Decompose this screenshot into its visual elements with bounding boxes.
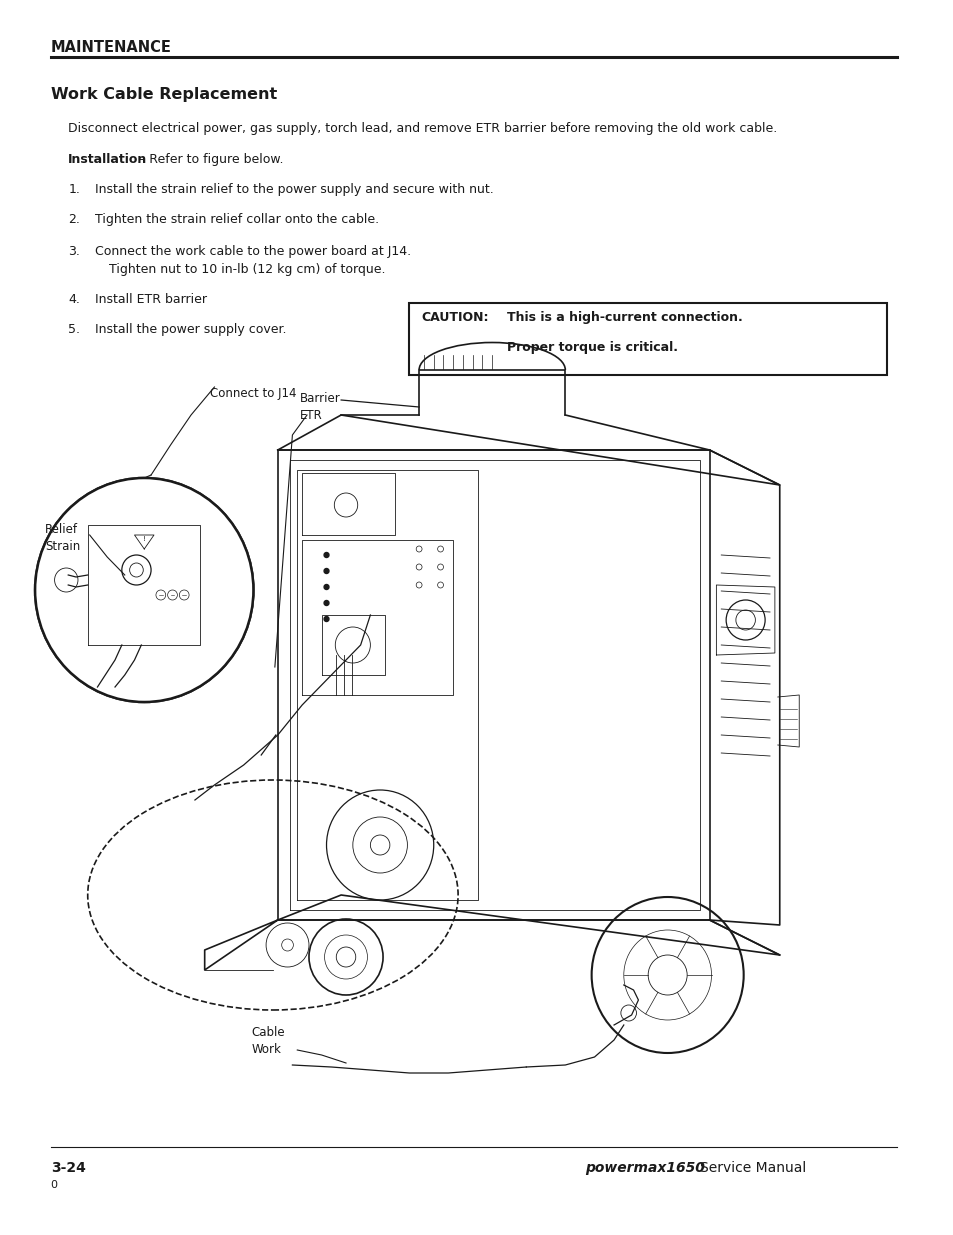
Text: Strain: Strain (45, 540, 80, 553)
Text: Install the power supply cover.: Install the power supply cover. (94, 324, 286, 336)
Text: 5.: 5. (69, 324, 80, 336)
Text: Proper torque is critical.: Proper torque is critical. (506, 341, 678, 354)
Text: Service Manual: Service Manual (700, 1161, 805, 1174)
Text: Connect to J14: Connect to J14 (210, 387, 295, 400)
Text: Install ETR barrier: Install ETR barrier (94, 293, 207, 306)
Text: CAUTION:: CAUTION: (420, 311, 488, 324)
Circle shape (35, 478, 253, 701)
Text: – Refer to figure below.: – Refer to figure below. (134, 153, 283, 165)
Text: Installation: Installation (69, 153, 148, 165)
Text: This is a high-current connection.: This is a high-current connection. (506, 311, 741, 324)
Text: 3-24: 3-24 (51, 1161, 86, 1174)
Circle shape (324, 616, 329, 621)
Text: Connect the work cable to the power board at J14.: Connect the work cable to the power boar… (94, 245, 410, 258)
Text: powermax1650: powermax1650 (584, 1161, 704, 1174)
Text: Cable: Cable (252, 1026, 285, 1039)
Circle shape (324, 584, 329, 589)
Circle shape (324, 568, 329, 573)
Text: Install the strain relief to the power supply and secure with nut.: Install the strain relief to the power s… (94, 183, 493, 196)
Circle shape (324, 600, 329, 605)
Circle shape (324, 552, 329, 557)
Text: Work Cable Replacement: Work Cable Replacement (51, 86, 276, 103)
Text: 1.: 1. (69, 183, 80, 196)
Text: 3.: 3. (69, 245, 80, 258)
Text: Barrier: Barrier (300, 391, 340, 405)
Text: MAINTENANCE: MAINTENANCE (51, 40, 172, 56)
Text: !: ! (143, 536, 146, 542)
Text: 0: 0 (51, 1179, 57, 1191)
Text: Disconnect electrical power, gas supply, torch lead, and remove ETR barrier befo: Disconnect electrical power, gas supply,… (69, 122, 777, 135)
Text: ETR: ETR (300, 409, 323, 422)
Text: Work: Work (252, 1044, 281, 1056)
Text: Tighten the strain relief collar onto the cable.: Tighten the strain relief collar onto th… (94, 212, 378, 226)
Text: Relief: Relief (45, 522, 78, 536)
Text: Tighten nut to 10 in-lb (12 kg cm) of torque.: Tighten nut to 10 in-lb (12 kg cm) of to… (109, 263, 385, 275)
Text: 2.: 2. (69, 212, 80, 226)
Text: 4.: 4. (69, 293, 80, 306)
FancyBboxPatch shape (409, 303, 886, 375)
